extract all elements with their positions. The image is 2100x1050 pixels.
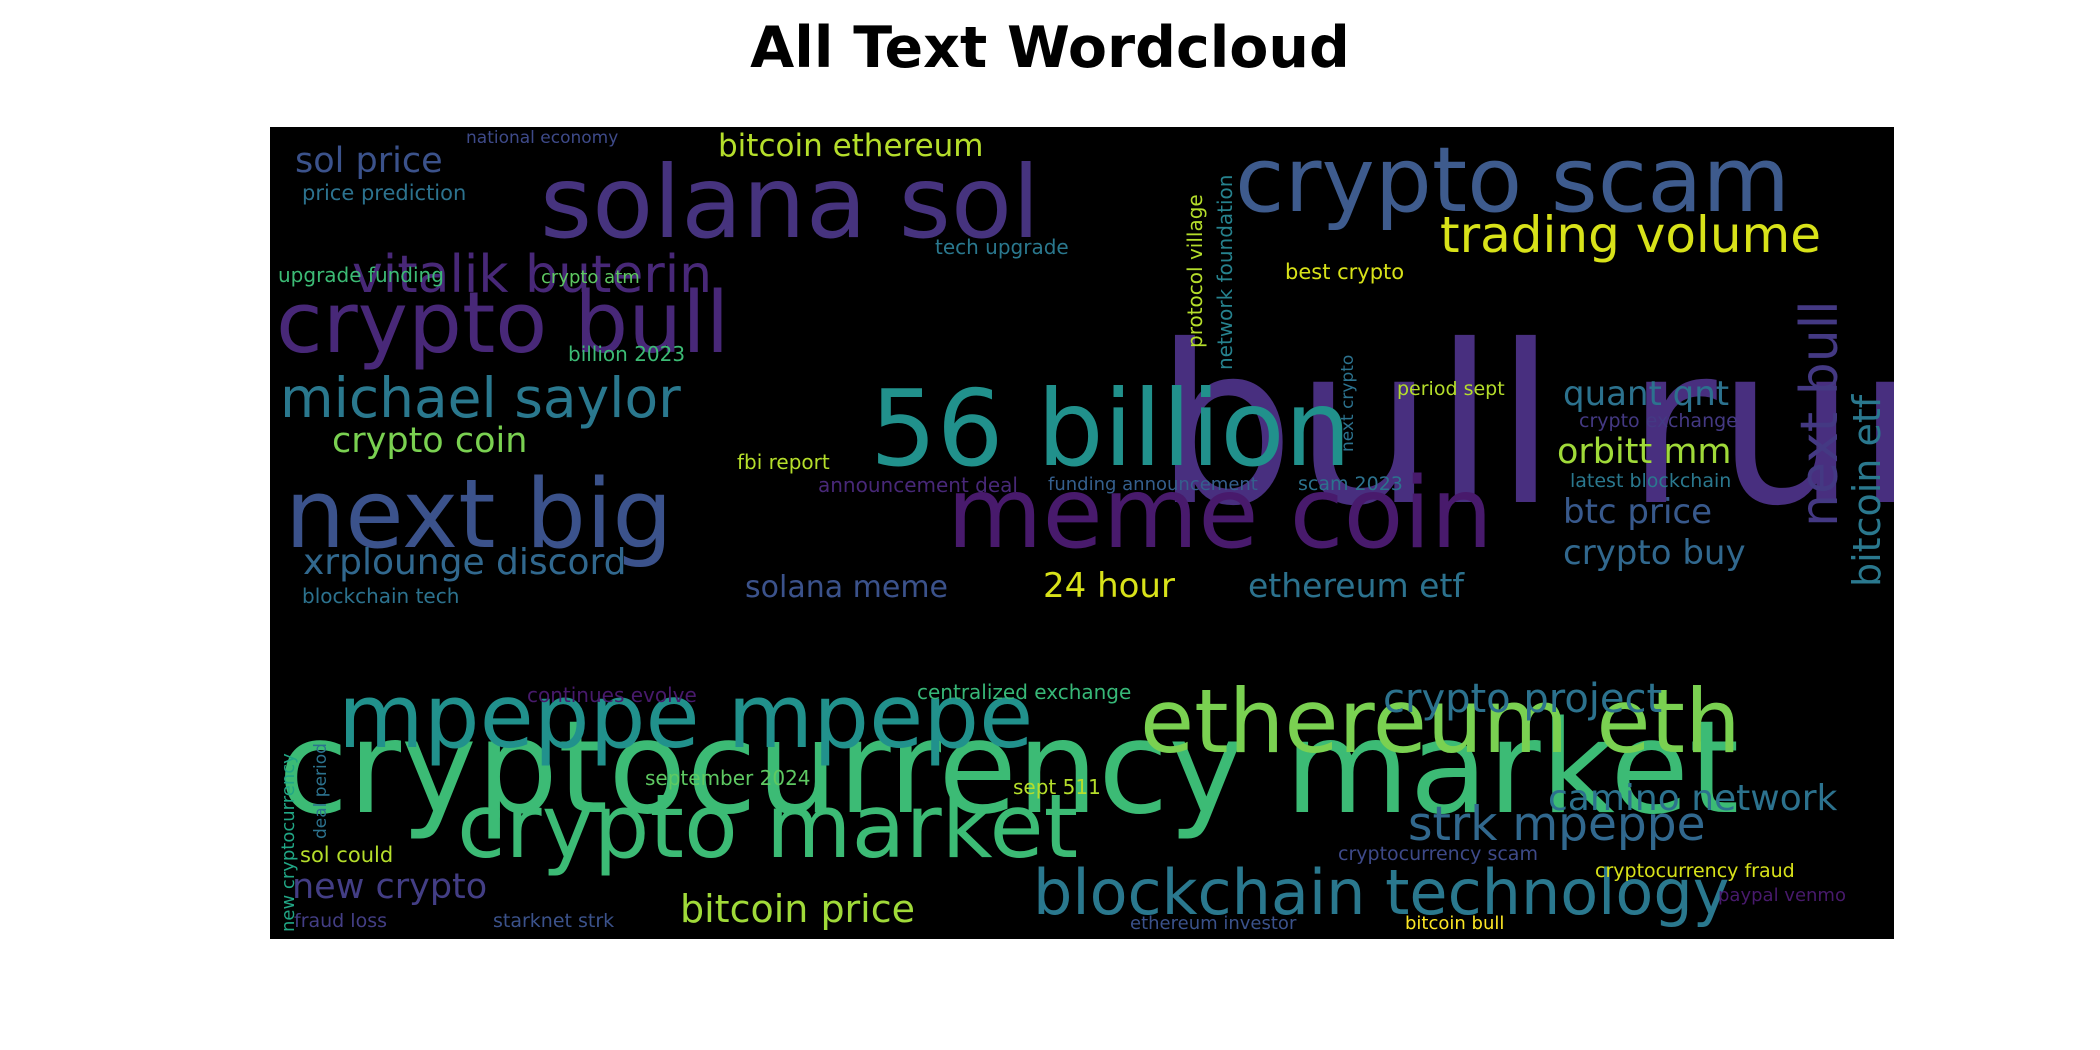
wordcloud-canvas: bull run cryptocurrency market solana sol c…	[270, 127, 1894, 939]
word-bitcoin-bull: bitcoin bull	[1405, 913, 1504, 934]
word-continues-evolve: continues evolve	[527, 683, 697, 707]
word-next-bull: next bull	[1790, 300, 1850, 527]
word-new-crypto: new crypto	[292, 867, 487, 907]
word-blockchain-tech: blockchain tech	[302, 584, 459, 608]
word-meme-coin: meme coin	[947, 457, 1493, 571]
word-ethereum-eth: ethereum eth	[1140, 670, 1741, 773]
word-funding-announcement: funding announcement	[1048, 474, 1258, 495]
word-billion-2023: billion 2023	[568, 342, 685, 366]
word-solana-sol: solana sol	[540, 144, 1040, 261]
word-michael-saylor: michael saylor	[280, 366, 681, 430]
word-tech-upgrade: tech upgrade	[935, 235, 1069, 259]
word-crypto-exchange: crypto exchange	[1579, 410, 1738, 432]
word-crypto-bull: crypto bull	[276, 274, 729, 373]
word-cryptocurrency-fraud: cryptocurrency fraud	[1595, 860, 1795, 882]
word-solana-meme: solana meme	[745, 570, 948, 605]
word-fbi-report: fbi report	[737, 450, 830, 474]
word-crypto-atm: crypto atm	[541, 267, 640, 288]
word-bitcoin-etf: bitcoin etf	[1845, 393, 1889, 587]
word-deal-period: deal period	[311, 743, 331, 839]
word-strk-mpeppe: strk mpeppe	[1408, 797, 1706, 852]
word-sol-could: sol could	[300, 843, 393, 867]
word-blockchain-technology: blockchain technology	[1033, 856, 1729, 929]
word-crypto-buy: crypto buy	[1563, 533, 1746, 573]
word-scam-2023: scam 2023	[1298, 473, 1403, 495]
word-starknet-strk: starknet strk	[493, 910, 614, 932]
word-announcement-deal: announcement deal	[818, 473, 1018, 497]
word-56-billion: 56 billion	[870, 368, 1351, 490]
word-crypto-scam: crypto scam	[1235, 128, 1790, 233]
word-ethereum-etf: ethereum etf	[1248, 566, 1465, 605]
word-sept-511: sept 511	[1013, 775, 1101, 799]
word-xrplounge-discord: xrplounge discord	[303, 542, 627, 583]
word-bitcoin-ethereum: bitcoin ethereum	[718, 128, 984, 164]
word-orbitt-mm: orbitt mm	[1557, 432, 1732, 472]
word-network-foundation: network foundation	[1213, 175, 1237, 370]
word-cryptocurrency-scam: cryptocurrency scam	[1338, 843, 1538, 865]
word-cryptocurrency-market: cryptocurrency market	[278, 694, 1739, 843]
word-next-crypto: next crypto	[1338, 355, 1358, 452]
word-bull-run: bull run	[1155, 298, 1894, 554]
word-mpeppe-mpepe: mpeppe mpepe	[338, 665, 1033, 768]
word-latest-blockchain: latest blockchain	[1570, 470, 1731, 492]
word-paypal-venmo: paypal venmo	[1718, 885, 1846, 906]
word-crypto-coin: crypto coin	[332, 421, 527, 461]
chart-title: All Text Wordcloud	[750, 15, 1350, 81]
word-bitcoin-price: bitcoin price	[680, 887, 915, 931]
word-september-2024: september 2024	[645, 766, 811, 790]
word-new-cryptocurrency: new cryptocurrency	[278, 753, 299, 932]
word-camino-network: camino network	[1548, 778, 1838, 819]
word-next-big: next big	[285, 460, 673, 570]
word-centralized-exchange: centralized exchange	[917, 680, 1131, 704]
word-ethereum-investor: ethereum investor	[1130, 913, 1297, 934]
word-quant-qnt: quant qnt	[1563, 374, 1729, 414]
word-period-sept: period sept	[1397, 378, 1505, 400]
word-crypto-market: crypto market	[457, 775, 1078, 878]
word-price-prediction: price prediction	[302, 181, 466, 205]
word-btc-price: btc price	[1563, 492, 1712, 532]
word-24-hour: 24 hour	[1043, 566, 1175, 606]
word-best-crypto: best crypto	[1285, 260, 1404, 284]
word-vitalik-buterin: vitalik buterin	[352, 245, 712, 305]
word-upgrade-funding: upgrade funding	[278, 263, 444, 287]
word-national-economy: national economy	[466, 128, 618, 148]
word-trading-volume: trading volume	[1440, 206, 1821, 264]
word-protocol-village: protocol village	[1183, 194, 1207, 348]
word-sol-price: sol price	[295, 141, 443, 181]
wordcloud-svg: bull run cryptocurrency market solana sol c…	[276, 128, 1894, 934]
word-fraud-loss: fraud loss	[294, 910, 387, 932]
word-crypto-project: crypto project	[1383, 676, 1662, 722]
